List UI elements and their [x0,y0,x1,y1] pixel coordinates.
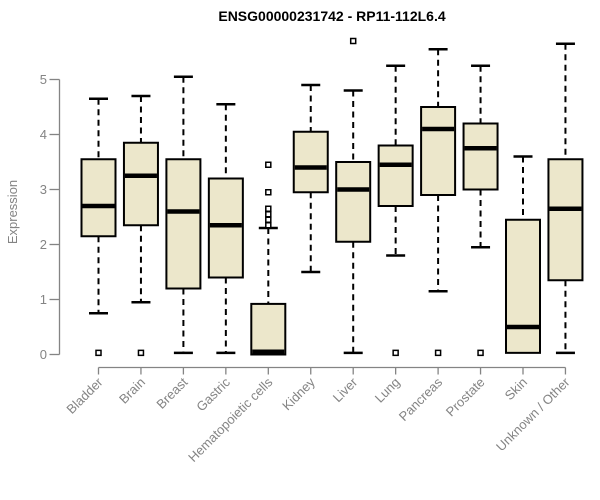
x-tick-label-hematopoietic-cells: Hematopoietic cells [185,374,276,465]
outlier-hematopoietic-cells [265,205,272,212]
box-bladder [80,158,117,238]
x-tick-label-unknown-other: Unknown / Other [493,374,573,454]
x-tick-label-bladder: Bladder [63,374,106,417]
y-tick-label: 1 [40,292,47,307]
box-pancreas [420,106,457,196]
x-tick-label-gastric: Gastric [193,374,233,414]
outlier-brain [137,349,145,357]
box-hematopoietic-cells [250,302,287,356]
outlier-hematopoietic-cells [265,216,272,223]
x-tick-label-breast: Breast [153,374,190,411]
x-tick-label-lung: Lung [372,375,403,406]
outlier-hematopoietic-cells [265,222,272,229]
outlier-prostate [477,349,484,357]
box-lung [377,144,414,207]
outlier-pancreas [434,349,442,357]
y-axis-label: Expression [5,180,20,244]
outlier-hematopoietic-cells [265,211,272,218]
box-prostate [462,122,499,191]
outlier-lung [392,349,399,357]
outlier-bladder [95,349,102,357]
box-brain [122,141,159,227]
x-tick-label-prostate: Prostate [443,375,488,420]
box-unknown-other [547,158,584,282]
chart-title: ENSG00000231742 - RP11-112L6.4 [218,8,445,24]
x-tick-label-liver: Liver [330,374,361,405]
outlier-liver [349,37,357,45]
x-tick-label-kidney: Kidney [279,374,318,413]
x-tick-label-brain: Brain [116,375,148,407]
outlier-hematopoietic-cells [265,161,272,168]
box-gastric [207,177,244,279]
y-tick-label: 3 [40,182,47,197]
box-liver [335,161,372,243]
y-tick-label: 0 [40,347,47,362]
y-tick-label: 2 [40,237,47,252]
plot-area: 0 1 2 3 4 5 Bladder Brain Breast GastricHematopoi… [40,37,584,465]
y-tick-label: 4 [40,127,47,142]
box-skin [505,218,541,354]
y-tick-label: 5 [40,72,47,87]
box-kidney [292,130,329,194]
box-breast [165,158,202,290]
x-tick-label-skin: Skin [502,375,530,403]
x-tick-label-pancreas: Pancreas [396,374,446,424]
outlier-hematopoietic-cells [265,189,272,196]
